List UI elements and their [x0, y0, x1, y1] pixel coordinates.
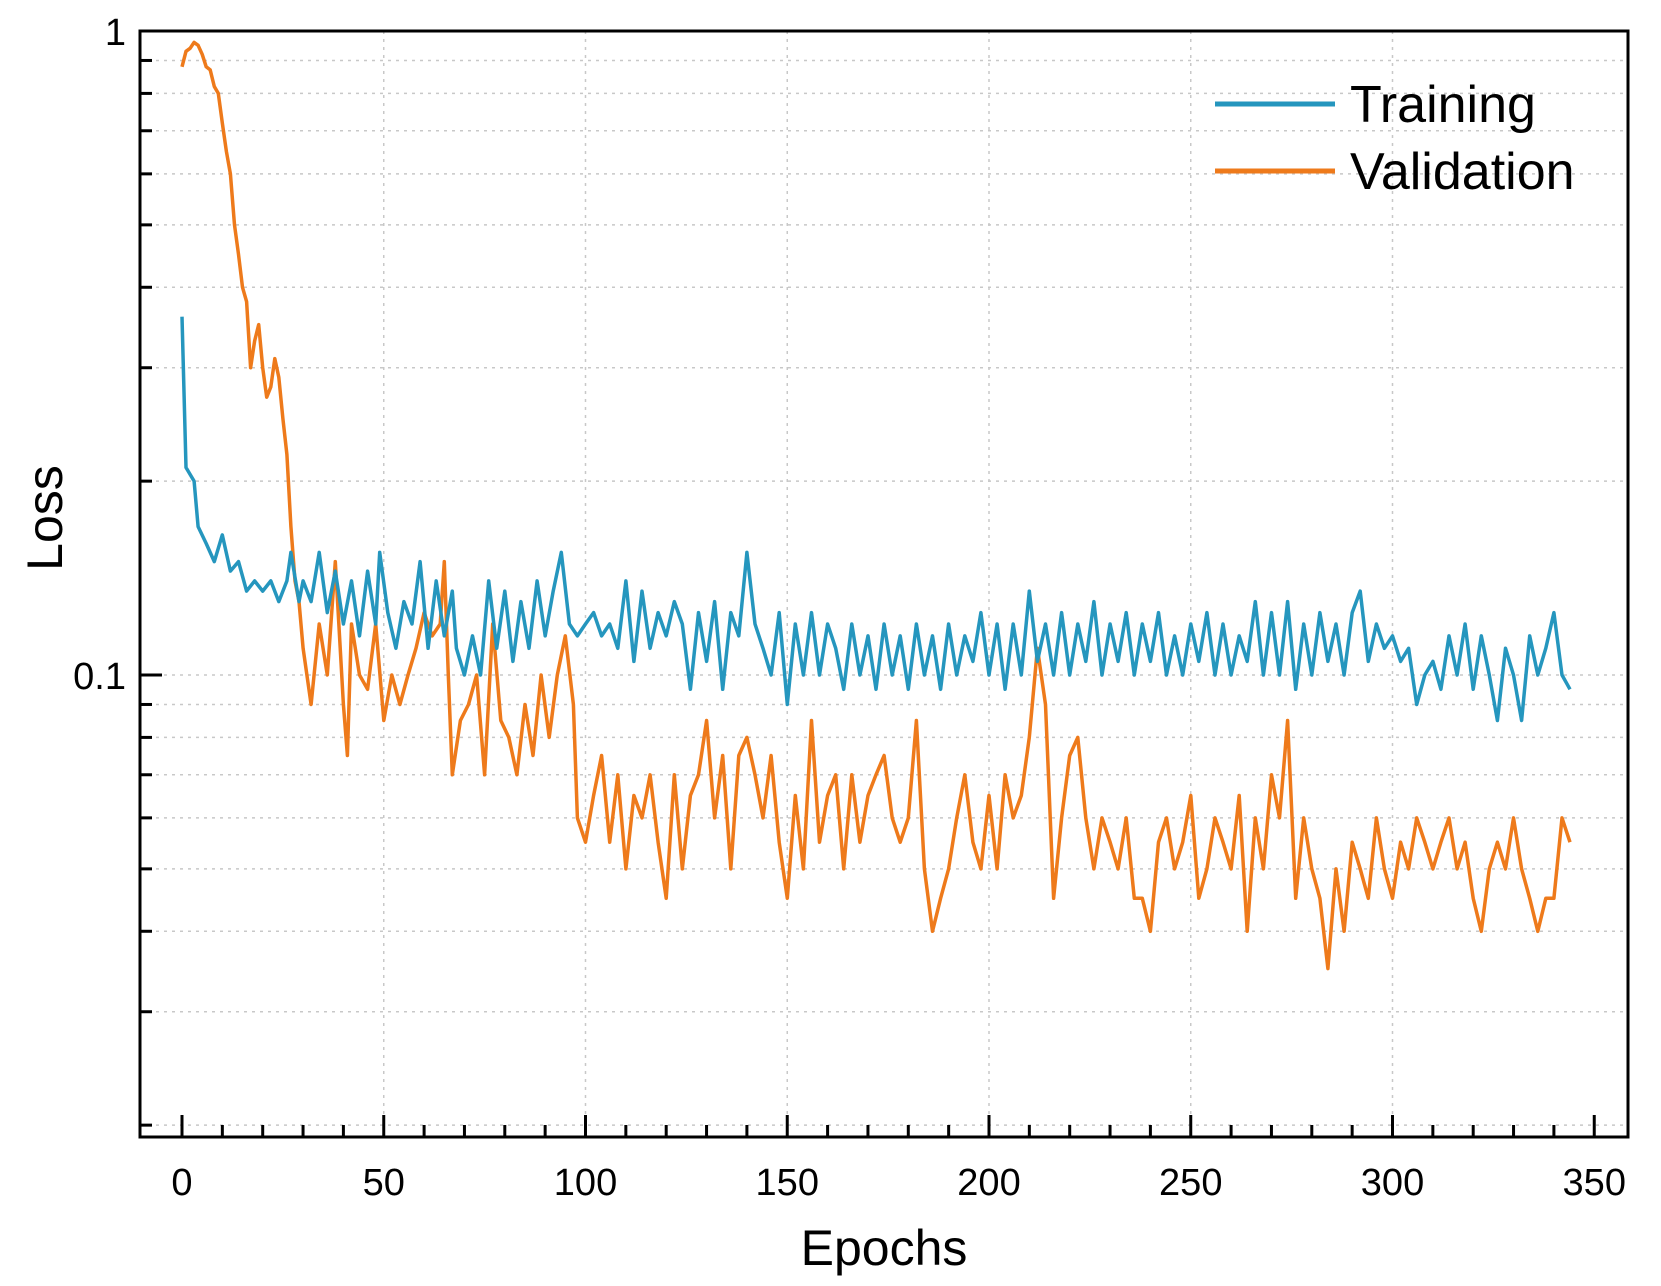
series-line-validation — [180, 40, 1572, 971]
legend-label-training: Training — [1350, 76, 1536, 134]
x-tick-label: 100 — [554, 1162, 617, 1204]
x-tick-label: 50 — [363, 1162, 405, 1204]
ticks-layer — [140, 29, 1596, 1137]
legend: Training Validation — [1215, 76, 1575, 201]
x-tick-label: 350 — [1563, 1162, 1626, 1204]
x-tick-label: 200 — [957, 1162, 1020, 1204]
x-tick-label: 150 — [756, 1162, 819, 1204]
x-axis-title: Epochs — [801, 1220, 968, 1276]
x-tick-label: 250 — [1159, 1162, 1222, 1204]
x-tick-label: 300 — [1361, 1162, 1424, 1204]
plot-frame — [138, 29, 1630, 1139]
y-tick-label: 0.1 — [73, 656, 126, 698]
legend-label-validation: Validation — [1350, 143, 1575, 201]
x-tick-label: 0 — [171, 1162, 192, 1204]
lines-layer — [180, 40, 1572, 971]
y-tick-label: 1 — [105, 12, 126, 54]
series-line-training — [180, 316, 1572, 723]
y-axis-title: Loss — [17, 465, 73, 571]
grid-layer — [140, 31, 1628, 1137]
labels-layer: 0 50 100 150 200 250 300 350 0.1 1 — [73, 12, 1626, 1204]
